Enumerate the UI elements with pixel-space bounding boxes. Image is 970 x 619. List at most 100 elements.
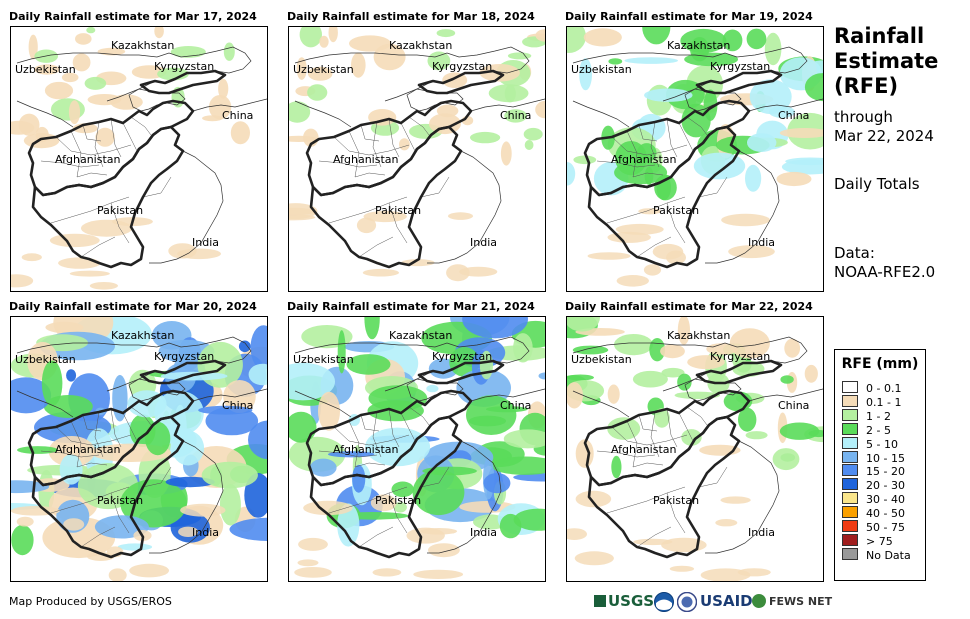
legend-swatch bbox=[842, 547, 858, 560]
rainfall-area bbox=[504, 109, 527, 123]
rainfall-area bbox=[607, 417, 641, 440]
province-border bbox=[666, 492, 686, 534]
map-label-afghanistan: Afghanistan bbox=[55, 153, 121, 166]
rainfall-area bbox=[722, 29, 743, 52]
border-line bbox=[294, 100, 352, 128]
rainfall-area bbox=[693, 152, 746, 180]
province-border bbox=[632, 172, 664, 178]
rainfall-area bbox=[715, 519, 738, 527]
province-border bbox=[636, 236, 672, 258]
province-border bbox=[94, 121, 104, 168]
rainfall-area bbox=[607, 384, 620, 404]
border-line bbox=[427, 150, 502, 264]
map-label-kyrgyzstan: Kyrgyzstan bbox=[154, 60, 215, 73]
rainfall-area bbox=[223, 380, 256, 413]
rainfall-area bbox=[642, 27, 671, 45]
rainfall-area bbox=[238, 340, 251, 353]
country-outline bbox=[587, 415, 741, 559]
rainfall-area bbox=[524, 140, 534, 150]
title-line-1: Rainfall bbox=[834, 24, 925, 48]
rainfall-area bbox=[507, 52, 532, 60]
rainfall-area bbox=[337, 330, 346, 374]
legend-swatch bbox=[842, 478, 858, 491]
rainfall-area bbox=[168, 243, 197, 259]
legend-swatch bbox=[842, 381, 858, 393]
province-border bbox=[358, 236, 394, 258]
province-border bbox=[80, 236, 116, 258]
rainfall-area bbox=[745, 431, 768, 440]
rainfall-area bbox=[687, 355, 725, 370]
map-label-kazakhstan: Kazakhstan bbox=[667, 329, 731, 342]
rainfall-area bbox=[706, 343, 738, 355]
border-line bbox=[572, 390, 630, 418]
map-label-india: India bbox=[748, 236, 775, 249]
legend-item: 15 - 20 bbox=[842, 464, 905, 479]
rainfall-area bbox=[669, 565, 695, 572]
legend-label: 10 - 15 bbox=[866, 451, 905, 465]
rainfall-area bbox=[248, 363, 267, 386]
province-border bbox=[55, 426, 132, 446]
rainfall-area bbox=[808, 429, 823, 438]
rainfall-area bbox=[446, 264, 470, 282]
province-border bbox=[318, 160, 378, 168]
rainfall-area bbox=[720, 496, 751, 504]
rainfall-area bbox=[644, 167, 654, 185]
border-line bbox=[192, 98, 267, 112]
legend-label: 1 - 2 bbox=[866, 409, 891, 423]
province-border bbox=[110, 202, 130, 244]
doi-seal-icon bbox=[676, 591, 698, 616]
rainfall-area bbox=[310, 458, 337, 477]
province-border bbox=[333, 426, 410, 446]
rainfall-area bbox=[16, 516, 34, 527]
province-border bbox=[408, 406, 430, 426]
rainfall-area bbox=[632, 370, 668, 388]
sidebar-title: Rainfall Estimate (RFE) bbox=[834, 24, 938, 99]
rainfall-area bbox=[289, 101, 311, 123]
rainfall-area bbox=[764, 32, 782, 66]
province-border bbox=[50, 196, 130, 224]
country-outline bbox=[139, 69, 227, 95]
province-border bbox=[611, 136, 688, 156]
map-label-india: India bbox=[192, 236, 219, 249]
map-label-kazakhstan: Kazakhstan bbox=[389, 39, 453, 52]
legend-swatch bbox=[842, 450, 858, 463]
rainfall-area bbox=[406, 527, 445, 544]
rainfall-area bbox=[661, 537, 707, 553]
map-label-pakistan: Pakistan bbox=[97, 204, 144, 217]
rainfall-area bbox=[61, 72, 79, 83]
rainfall-area bbox=[513, 508, 545, 531]
rainfall-area bbox=[575, 490, 612, 508]
province-border bbox=[110, 408, 122, 448]
rainfall-area bbox=[110, 94, 143, 110]
rainfall-area bbox=[572, 345, 609, 355]
legend-label: 2 - 5 bbox=[866, 423, 891, 437]
rainfall-area bbox=[68, 100, 81, 125]
legend-swatch bbox=[842, 506, 858, 519]
rainfall-area bbox=[75, 33, 92, 45]
rainfall-area bbox=[616, 275, 649, 287]
legend-item: 0.1 - 1 bbox=[842, 394, 901, 409]
legend-label: 40 - 50 bbox=[866, 507, 905, 521]
legend-label: 20 - 30 bbox=[866, 479, 905, 493]
legend-label: 5 - 10 bbox=[866, 437, 898, 451]
country-outline bbox=[31, 125, 185, 269]
border-line bbox=[427, 440, 502, 554]
rainfall-area bbox=[391, 481, 414, 498]
country-outline bbox=[695, 69, 783, 95]
rainfall-area bbox=[427, 51, 451, 71]
rainfall-area bbox=[779, 128, 823, 138]
map-label-china: China bbox=[778, 109, 810, 122]
rainfall-area bbox=[198, 405, 253, 415]
rainfall-area bbox=[298, 537, 328, 551]
border-line bbox=[16, 390, 74, 418]
rainfall-area bbox=[746, 28, 767, 50]
rainfall-area bbox=[352, 464, 366, 493]
legend-label: 15 - 20 bbox=[866, 465, 905, 479]
legend-swatch bbox=[842, 394, 858, 407]
rainfall-area bbox=[677, 373, 692, 391]
map-label-afghanistan: Afghanistan bbox=[333, 153, 399, 166]
province-border bbox=[82, 414, 102, 432]
border-line bbox=[470, 98, 545, 112]
map-label-uzbekistan: Uzbekistan bbox=[15, 63, 76, 76]
legend-item: 30 - 40 bbox=[842, 492, 905, 506]
